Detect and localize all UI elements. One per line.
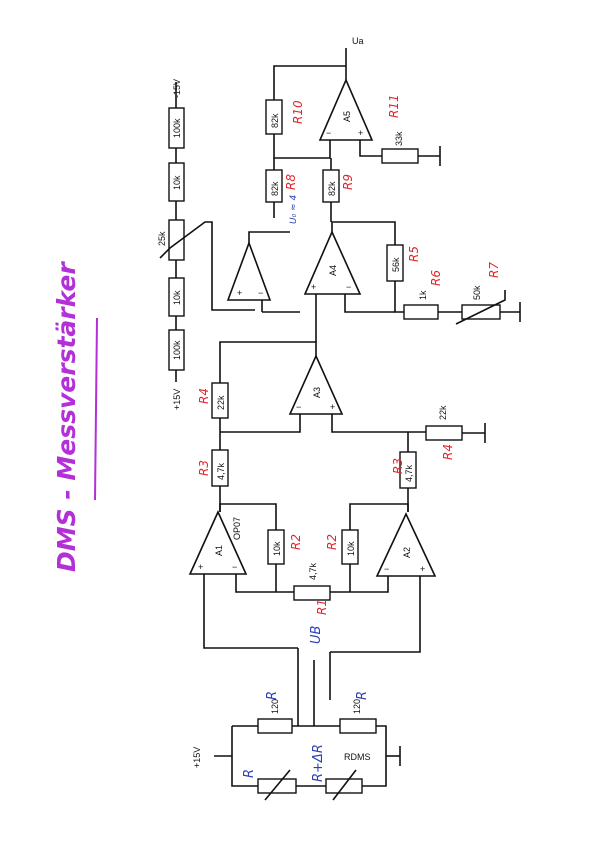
svg-text:R5: R5: [407, 246, 421, 262]
svg-text:22k: 22k: [216, 395, 226, 410]
svg-text:R3: R3: [391, 458, 405, 474]
op-amp-symbol-small: + −: [226, 231, 300, 313]
svg-text:10k: 10k: [172, 175, 182, 190]
svg-text:1k: 1k: [418, 290, 428, 300]
svg-text:R4: R4: [197, 388, 211, 404]
svg-text:R3: R3: [197, 460, 211, 476]
svg-text:R+ΔR: R+ΔR: [311, 744, 326, 782]
resistor-33k-r11: [381, 148, 419, 164]
svg-text:U₀ ≈ 4: U₀ ≈ 4: [289, 195, 299, 224]
op-amp-a3: [288, 354, 344, 415]
stage-a3: A3 − + 22k 22k: [211, 341, 486, 452]
svg-text:50k: 50k: [472, 285, 482, 300]
svg-text:OP07: OP07: [232, 517, 242, 540]
svg-text:R4: R4: [441, 444, 455, 460]
svg-text:+: +: [330, 402, 335, 412]
stage-a1-a2: 4,7k 4,7k A1 OP07 + − A2 − + 10k 10k 4,7…: [188, 449, 437, 653]
svg-text:A1: A1: [214, 545, 224, 556]
svg-text:R: R: [265, 691, 280, 700]
svg-text:+: +: [237, 288, 242, 298]
offset-divider: 100k 10k 25k 10k 100k -15V +15V: [157, 79, 255, 410]
svg-text:82k: 82k: [270, 113, 280, 128]
svg-text:−: −: [258, 288, 263, 298]
svg-text:R10: R10: [291, 100, 305, 124]
resistor-4-7k-r1-gain: [293, 585, 331, 601]
resistor-120-left: [257, 718, 293, 734]
output-ua-label: Ua: [352, 36, 364, 46]
svg-text:R8: R8: [284, 174, 298, 190]
op-amp-a5: [318, 77, 374, 141]
svg-text:33k: 33k: [394, 131, 404, 146]
svg-text:R7: R7: [487, 262, 501, 278]
svg-text:R9: R9: [341, 174, 355, 190]
title-underline: [94, 317, 98, 501]
svg-text:+: +: [311, 282, 316, 292]
svg-text:UB: UB: [309, 625, 324, 644]
svg-text:A2: A2: [402, 547, 412, 558]
svg-text:82k: 82k: [270, 181, 280, 196]
svg-text:10k: 10k: [346, 541, 356, 556]
svg-text:R2: R2: [289, 534, 303, 550]
svg-text:A3: A3: [312, 387, 322, 398]
svg-text:56k: 56k: [391, 257, 401, 272]
svg-text:120: 120: [352, 699, 362, 714]
svg-text:R2: R2: [325, 534, 339, 550]
svg-text:R: R: [242, 769, 257, 778]
svg-text:A4: A4: [328, 265, 338, 276]
svg-text:+: +: [198, 562, 203, 572]
svg-text:−: −: [346, 282, 351, 292]
svg-text:10k: 10k: [272, 541, 282, 556]
resistor-1k-r6: [403, 304, 439, 320]
svg-text:4,7k: 4,7k: [216, 462, 226, 480]
supply-neg-label: -15V: [172, 79, 182, 98]
op-amp-a1: [188, 510, 248, 575]
stage-a5: A5 − + Ua 82k 82k 33k 82k: [265, 36, 441, 222]
svg-text:100k: 100k: [172, 118, 182, 138]
title-handwritten: DMS - Messverstärker: [52, 261, 81, 572]
svg-text:R: R: [355, 691, 370, 700]
svg-text:A5: A5: [342, 111, 352, 122]
resistor-22k-r4b: [425, 425, 463, 441]
blue-annotations: R R R R+ΔR UB U₀ ≈ 4: [242, 195, 370, 782]
op-amp-a2: [375, 512, 437, 577]
svg-text:100k: 100k: [172, 340, 182, 360]
svg-text:R6: R6: [429, 270, 443, 286]
svg-text:R11: R11: [387, 94, 401, 118]
supply-pos-label: +15V: [172, 389, 182, 410]
svg-text:−: −: [384, 564, 389, 574]
svg-text:−: −: [296, 402, 301, 412]
svg-text:+: +: [358, 128, 363, 138]
svg-text:RDMS: RDMS: [344, 752, 371, 762]
svg-text:10k: 10k: [172, 290, 182, 305]
wheatstone-bridge: 120 120 RDMS +15V: [192, 648, 401, 801]
op-amp-a4: [303, 230, 362, 295]
svg-text:−: −: [326, 128, 331, 138]
stage-a4: A4 + − 56k 1k 50k: [303, 221, 521, 342]
resistor-120-right: [339, 718, 377, 734]
svg-text:22k: 22k: [438, 405, 448, 420]
svg-text:25k: 25k: [157, 231, 167, 246]
svg-text:82k: 82k: [327, 181, 337, 196]
svg-text:R1: R1: [315, 599, 329, 615]
svg-text:−: −: [232, 562, 237, 572]
svg-text:+: +: [420, 564, 425, 574]
bridge-supply-label: +15V: [192, 747, 202, 768]
red-annotations: R4 R3 R3 R4 R2 R2 R1 R8 R9 R10 R11 R5 R6…: [197, 94, 501, 615]
svg-text:120: 120: [270, 699, 280, 714]
svg-text:4,7k: 4,7k: [308, 562, 318, 580]
svg-text:4,7k: 4,7k: [404, 464, 414, 482]
